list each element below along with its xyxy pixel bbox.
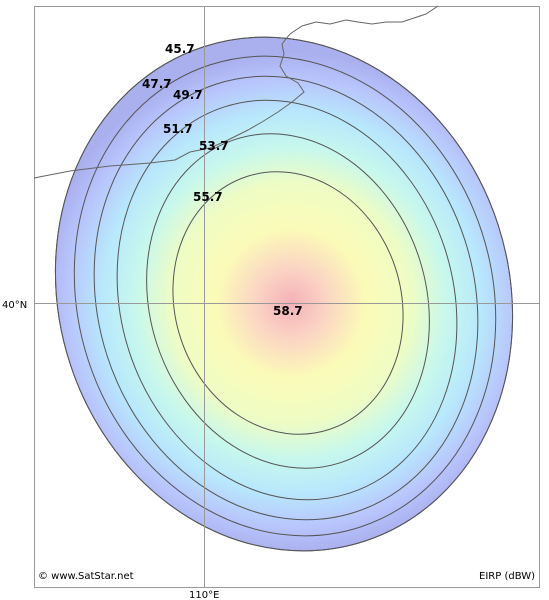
contour-label-53-7: 53.7	[199, 139, 229, 153]
contour-label-45-7: 45.7	[165, 42, 195, 56]
grid-lines	[34, 6, 540, 588]
contour-55-7	[172, 171, 404, 435]
contour-label-55-7: 55.7	[193, 190, 223, 204]
contour-51-7	[116, 99, 458, 501]
contour-49-7	[93, 75, 479, 521]
longitude-label: 110°E	[189, 590, 219, 600]
contour-label-49-7: 49.7	[173, 88, 203, 102]
contour-47-7	[73, 55, 497, 537]
copyright-text: © www.SatStar.net	[38, 571, 134, 582]
contour-label-47-7: 47.7	[142, 77, 172, 91]
legend-unit: EIRP (dBW)	[479, 571, 535, 582]
border-line	[33, 5, 439, 179]
contour-53-7	[146, 133, 430, 469]
contour-label-51-7: 51.7	[163, 122, 193, 136]
latitude-label: 40°N	[2, 300, 27, 311]
peak-label: 58.7	[273, 304, 303, 318]
